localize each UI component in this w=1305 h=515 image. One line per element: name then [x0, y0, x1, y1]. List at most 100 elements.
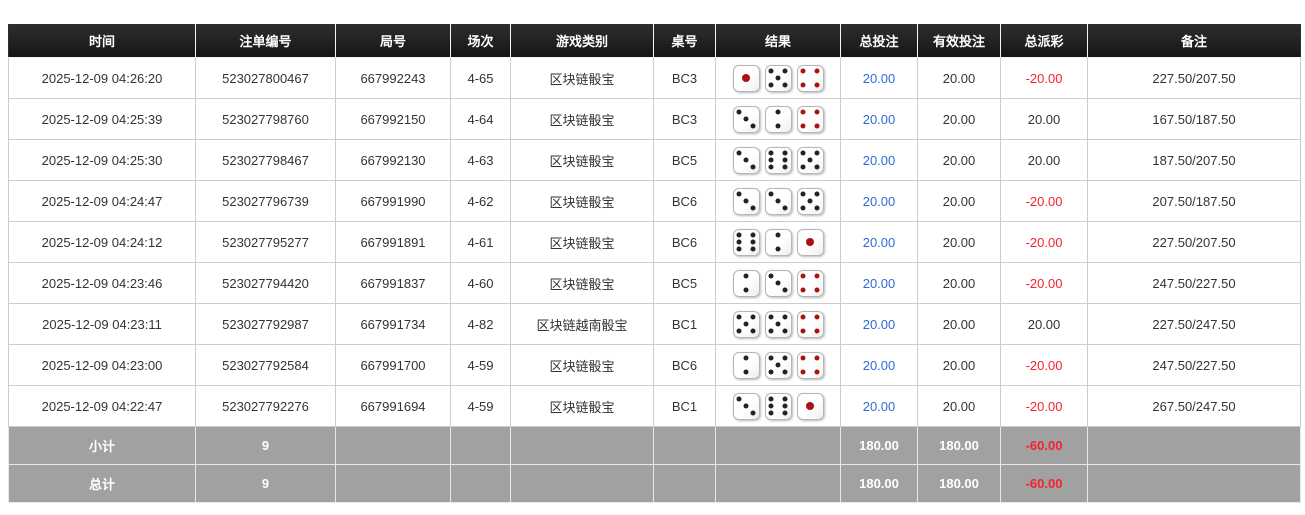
- die-pip: [782, 369, 788, 375]
- die-3-icon: [732, 105, 760, 133]
- grand-total-row: 总计 9 180.00 180.00 -60.00: [8, 464, 1301, 503]
- column-header-session: 场次: [450, 24, 511, 58]
- cell-round_id: 667991891: [335, 221, 451, 263]
- table-header: 时间 注单编号 局号 场次 游戏类别 桌号 结果 总投注 有效投注 总派彩 备注: [8, 24, 1301, 58]
- cell-time: 2025-12-09 04:23:46: [8, 262, 196, 304]
- die-pip: [768, 157, 774, 163]
- die-pip: [800, 150, 806, 156]
- column-header-payout: 总派彩: [1000, 24, 1088, 58]
- column-header-bet_id: 注单编号: [195, 24, 336, 58]
- cell-bet_id: 523027800467: [195, 57, 336, 99]
- cell-valid_bet: 20.00: [917, 57, 1001, 99]
- cell-remark: 267.50/247.50: [1087, 385, 1301, 427]
- die-pip: [743, 287, 749, 293]
- die-pip: [768, 68, 774, 74]
- cell-time: 2025-12-09 04:23:00: [8, 344, 196, 386]
- footer-empty-cell: [335, 426, 451, 465]
- cell-result: [715, 262, 841, 304]
- bet-records-table-container: 时间 注单编号 局号 场次 游戏类别 桌号 结果 总投注 有效投注 总派彩 备注 2025-12-0…: [8, 24, 1301, 503]
- dice-result-group: [732, 392, 824, 420]
- cell-total_bet: 20.00: [840, 262, 918, 304]
- cell-round_id: 667992150: [335, 98, 451, 140]
- footer-count: 9: [195, 426, 336, 465]
- cell-table_no: BC6: [653, 180, 716, 222]
- cell-bet_id: 523027798760: [195, 98, 336, 140]
- die-pip: [768, 369, 774, 375]
- cell-game_type: 区块链骰宝: [510, 57, 654, 99]
- payout-value: 20.00: [1027, 316, 1061, 332]
- cell-remark: 187.50/207.50: [1087, 139, 1301, 181]
- die-pip: [800, 287, 806, 293]
- dice-result-group: [732, 228, 824, 256]
- footer-empty-cell: [715, 426, 841, 465]
- die-pip: [814, 68, 820, 74]
- total-bet-link[interactable]: 20.00: [862, 111, 896, 127]
- footer-empty-cell: [1087, 426, 1301, 465]
- cell-valid_bet: 20.00: [917, 262, 1001, 304]
- cell-remark: 227.50/247.50: [1087, 303, 1301, 345]
- footer-total-bet: 180.00: [840, 464, 918, 503]
- die-pip: [814, 109, 820, 115]
- cell-session: 4-64: [450, 98, 511, 140]
- die-pip: [782, 355, 788, 361]
- total-bet-link[interactable]: 20.00: [862, 398, 896, 414]
- die-pip: [768, 355, 774, 361]
- cell-result: [715, 98, 841, 140]
- total-bet-link[interactable]: 20.00: [862, 316, 896, 332]
- cell-result: [715, 303, 841, 345]
- footer-empty-cell: [510, 464, 654, 503]
- die-pip: [800, 164, 806, 170]
- die-1-icon: [796, 228, 824, 256]
- cell-time: 2025-12-09 04:24:12: [8, 221, 196, 263]
- footer-count: 9: [195, 464, 336, 503]
- cell-remark: 247.50/227.50: [1087, 262, 1301, 304]
- die-pip: [782, 314, 788, 320]
- die-pip: [768, 396, 774, 402]
- die-pip: [750, 205, 756, 211]
- die-pip: [736, 328, 742, 334]
- cell-remark: 167.50/187.50: [1087, 98, 1301, 140]
- cell-payout: -20.00: [1000, 385, 1088, 427]
- cell-session: 4-60: [450, 262, 511, 304]
- cell-session: 4-59: [450, 385, 511, 427]
- table-row: 2025-12-09 04:23:11 523027792987 667991734…: [8, 303, 1301, 345]
- cell-remark: 227.50/207.50: [1087, 221, 1301, 263]
- cell-payout: -20.00: [1000, 262, 1088, 304]
- footer-total-bet: 180.00: [840, 426, 918, 465]
- cell-round_id: 667991734: [335, 303, 451, 345]
- die-pip: [775, 198, 781, 204]
- cell-session: 4-63: [450, 139, 511, 181]
- cell-round_id: 667992130: [335, 139, 451, 181]
- die-pip: [806, 238, 814, 246]
- cell-table_no: BC6: [653, 221, 716, 263]
- cell-session: 4-62: [450, 180, 511, 222]
- cell-result: [715, 180, 841, 222]
- cell-round_id: 667991700: [335, 344, 451, 386]
- total-bet-link[interactable]: 20.00: [862, 275, 896, 291]
- cell-total_bet: 20.00: [840, 180, 918, 222]
- dice-result-group: [732, 146, 824, 174]
- cell-total_bet: 20.00: [840, 221, 918, 263]
- cell-game_type: 区块链骰宝: [510, 385, 654, 427]
- die-pip: [743, 273, 749, 279]
- die-pip: [782, 157, 788, 163]
- total-bet-link[interactable]: 20.00: [862, 357, 896, 373]
- footer-empty-cell: [450, 426, 511, 465]
- total-bet-link[interactable]: 20.00: [862, 193, 896, 209]
- cell-game_type: 区块链骰宝: [510, 221, 654, 263]
- die-pip: [782, 410, 788, 416]
- cell-remark: 247.50/227.50: [1087, 344, 1301, 386]
- total-bet-link[interactable]: 20.00: [862, 152, 896, 168]
- die-pip: [814, 273, 820, 279]
- die-2-icon: [732, 351, 760, 379]
- total-bet-link[interactable]: 20.00: [862, 234, 896, 250]
- die-pip: [736, 232, 742, 238]
- payout-value: -20.00: [1025, 70, 1063, 86]
- footer-empty-cell: [653, 426, 716, 465]
- die-4-icon: [796, 351, 824, 379]
- total-bet-link[interactable]: 20.00: [862, 70, 896, 86]
- die-pip: [750, 123, 756, 129]
- cell-valid_bet: 20.00: [917, 180, 1001, 222]
- column-header-total_bet: 总投注: [840, 24, 918, 58]
- die-5-icon: [796, 146, 824, 174]
